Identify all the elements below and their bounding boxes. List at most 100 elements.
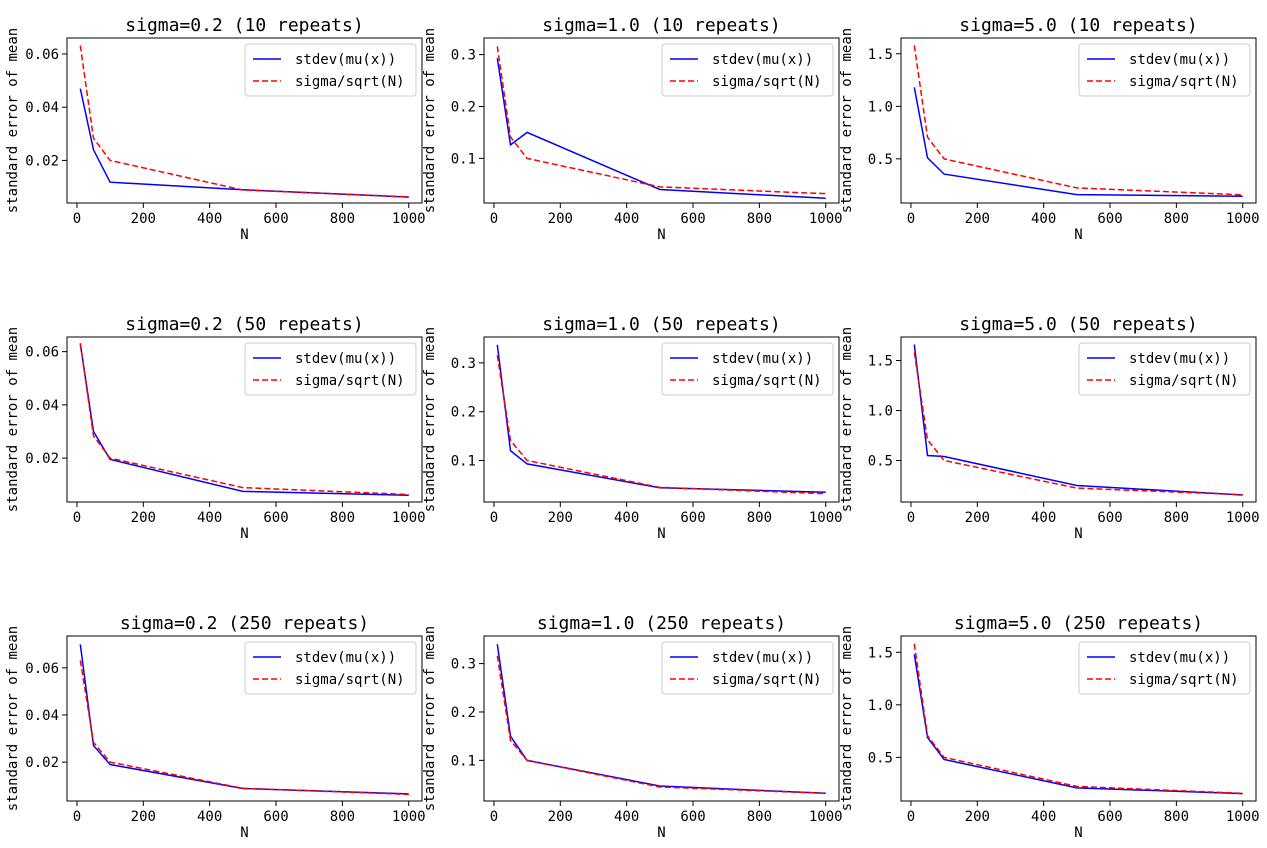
x-tick-label: 0 (73, 211, 81, 227)
x-tick-label: 800 (1164, 510, 1189, 526)
y-tick-label: 1.0 (868, 404, 893, 420)
x-tick-label: 200 (548, 809, 573, 825)
x-axis-label: N (1074, 227, 1082, 243)
series-line-stdev (496, 58, 826, 200)
chart-title: sigma=0.2 (50 repeats) (125, 314, 363, 335)
y-axis-label: standard error of mean (5, 626, 21, 811)
x-tick-label: 1000 (1226, 510, 1260, 526)
y-tick-label: 0.5 (868, 454, 893, 470)
y-tick-label: 0.3 (451, 48, 476, 64)
y-tick-label: 0.04 (25, 708, 59, 724)
series-line-sigma-over-sqrt-n (79, 342, 409, 496)
y-axis-label: standard error of mean (839, 28, 855, 213)
axes-frame (66, 635, 423, 802)
y-axis-label: standard error of mean (5, 28, 21, 213)
x-tick-label: 0 (907, 211, 915, 227)
legend-label: sigma/sqrt(N) (1129, 373, 1239, 389)
legend-label: sigma/sqrt(N) (1129, 672, 1239, 688)
x-tick-label: 400 (614, 809, 639, 825)
legend-box (244, 43, 417, 97)
y-tick-label: 1.0 (868, 99, 893, 115)
x-tick-label: 1000 (392, 211, 426, 227)
legend-box (244, 641, 417, 695)
y-tick-label: 0.5 (868, 750, 893, 766)
x-tick-label: 200 (965, 809, 990, 825)
series-line-sigma-over-sqrt-n (496, 46, 826, 195)
chart-panel-9: sigma=5.0 (250 repeats) 0 200 400 600 800 1000… (839, 613, 1260, 841)
chart-title: sigma=0.2 (250 repeats) (120, 613, 369, 634)
series-line-sigma-over-sqrt-n (913, 643, 1243, 795)
y-tick-label: 0.02 (25, 153, 59, 169)
x-axis-label: N (657, 227, 665, 243)
chart-panel-6: sigma=5.0 (50 repeats) 0 200 400 600 800 1000 0… (839, 314, 1260, 542)
x-tick-label: 400 (614, 510, 639, 526)
legend-label: stdev(mu(x)) (1129, 351, 1230, 367)
x-tick-label: 1000 (809, 510, 843, 526)
x-tick-label: 400 (197, 510, 222, 526)
legend: stdev(mu(x)) sigma/sqrt(N) (1078, 342, 1251, 396)
x-tick-label: 0 (490, 510, 498, 526)
y-axis-label: standard error of mean (839, 327, 855, 512)
legend-label: stdev(mu(x)) (712, 52, 813, 68)
legend-label: sigma/sqrt(N) (295, 672, 405, 688)
legend: stdev(mu(x)) sigma/sqrt(N) (661, 342, 834, 396)
chart-panel-3: sigma=5.0 (10 repeats) 0 200 400 600 800 1000 0… (839, 15, 1260, 243)
x-axis-label: N (1074, 526, 1082, 542)
chart-title: sigma=1.0 (50 repeats) (542, 314, 780, 335)
x-tick-label: 600 (1097, 809, 1122, 825)
x-tick-label: 600 (1097, 510, 1122, 526)
series-line-sigma-over-sqrt-n (496, 354, 826, 495)
x-tick-label: 0 (490, 809, 498, 825)
legend-label: stdev(mu(x)) (712, 650, 813, 666)
y-tick-label: 0.04 (25, 100, 59, 116)
chart-panel-1: sigma=0.2 (10 repeats) 0 200 400 600 800 1000 0… (5, 15, 426, 243)
chart-title: sigma=5.0 (50 repeats) (959, 314, 1197, 335)
x-axis-label: N (240, 526, 248, 542)
chart-title: sigma=1.0 (10 repeats) (542, 15, 780, 36)
legend-label: stdev(mu(x)) (295, 351, 396, 367)
legend: stdev(mu(x)) sigma/sqrt(N) (244, 43, 417, 97)
series-line-sigma-over-sqrt-n (913, 352, 1243, 496)
legend-label: stdev(mu(x)) (1129, 650, 1230, 666)
x-axis-label: N (657, 825, 665, 841)
legend: stdev(mu(x)) sigma/sqrt(N) (661, 641, 834, 695)
x-tick-label: 200 (548, 211, 573, 227)
x-tick-label: 1000 (1226, 809, 1260, 825)
y-tick-label: 0.2 (451, 705, 476, 721)
series-line-stdev (913, 87, 1243, 197)
y-axis-label: standard error of mean (839, 626, 855, 811)
y-tick-label: 0.5 (868, 152, 893, 168)
x-tick-label: 600 (263, 510, 288, 526)
legend-box (1078, 641, 1251, 695)
legend-label: stdev(mu(x)) (295, 52, 396, 68)
y-tick-label: 0.2 (451, 405, 476, 421)
series-line-sigma-over-sqrt-n (79, 660, 409, 796)
series-line-sigma-over-sqrt-n (496, 655, 826, 795)
x-tick-label: 800 (1164, 211, 1189, 227)
x-tick-label: 200 (131, 510, 156, 526)
legend-label: stdev(mu(x)) (712, 351, 813, 367)
x-axis-label: N (1074, 825, 1082, 841)
y-tick-label: 0.3 (451, 356, 476, 372)
x-tick-label: 200 (131, 809, 156, 825)
x-tick-label: 400 (1031, 211, 1056, 227)
y-tick-label: 0.06 (25, 661, 59, 677)
y-axis-label: standard error of mean (422, 28, 438, 213)
y-tick-label: 1.5 (868, 645, 893, 661)
chart-panel-7: sigma=0.2 (250 repeats) 0 200 400 600 800 1000… (5, 613, 426, 841)
x-tick-label: 0 (73, 809, 81, 825)
y-tick-label: 1.0 (868, 698, 893, 714)
x-tick-label: 0 (73, 510, 81, 526)
x-tick-label: 1000 (392, 510, 426, 526)
x-tick-label: 800 (747, 809, 772, 825)
y-tick-label: 0.06 (25, 345, 59, 361)
x-axis-label: N (240, 825, 248, 841)
axes-frame (483, 635, 840, 802)
series-line-stdev (496, 344, 826, 493)
x-tick-label: 600 (1097, 211, 1122, 227)
x-axis-label: N (657, 526, 665, 542)
y-axis-label: standard error of mean (5, 327, 21, 512)
axes-frame (900, 336, 1257, 503)
legend-label: sigma/sqrt(N) (712, 672, 822, 688)
